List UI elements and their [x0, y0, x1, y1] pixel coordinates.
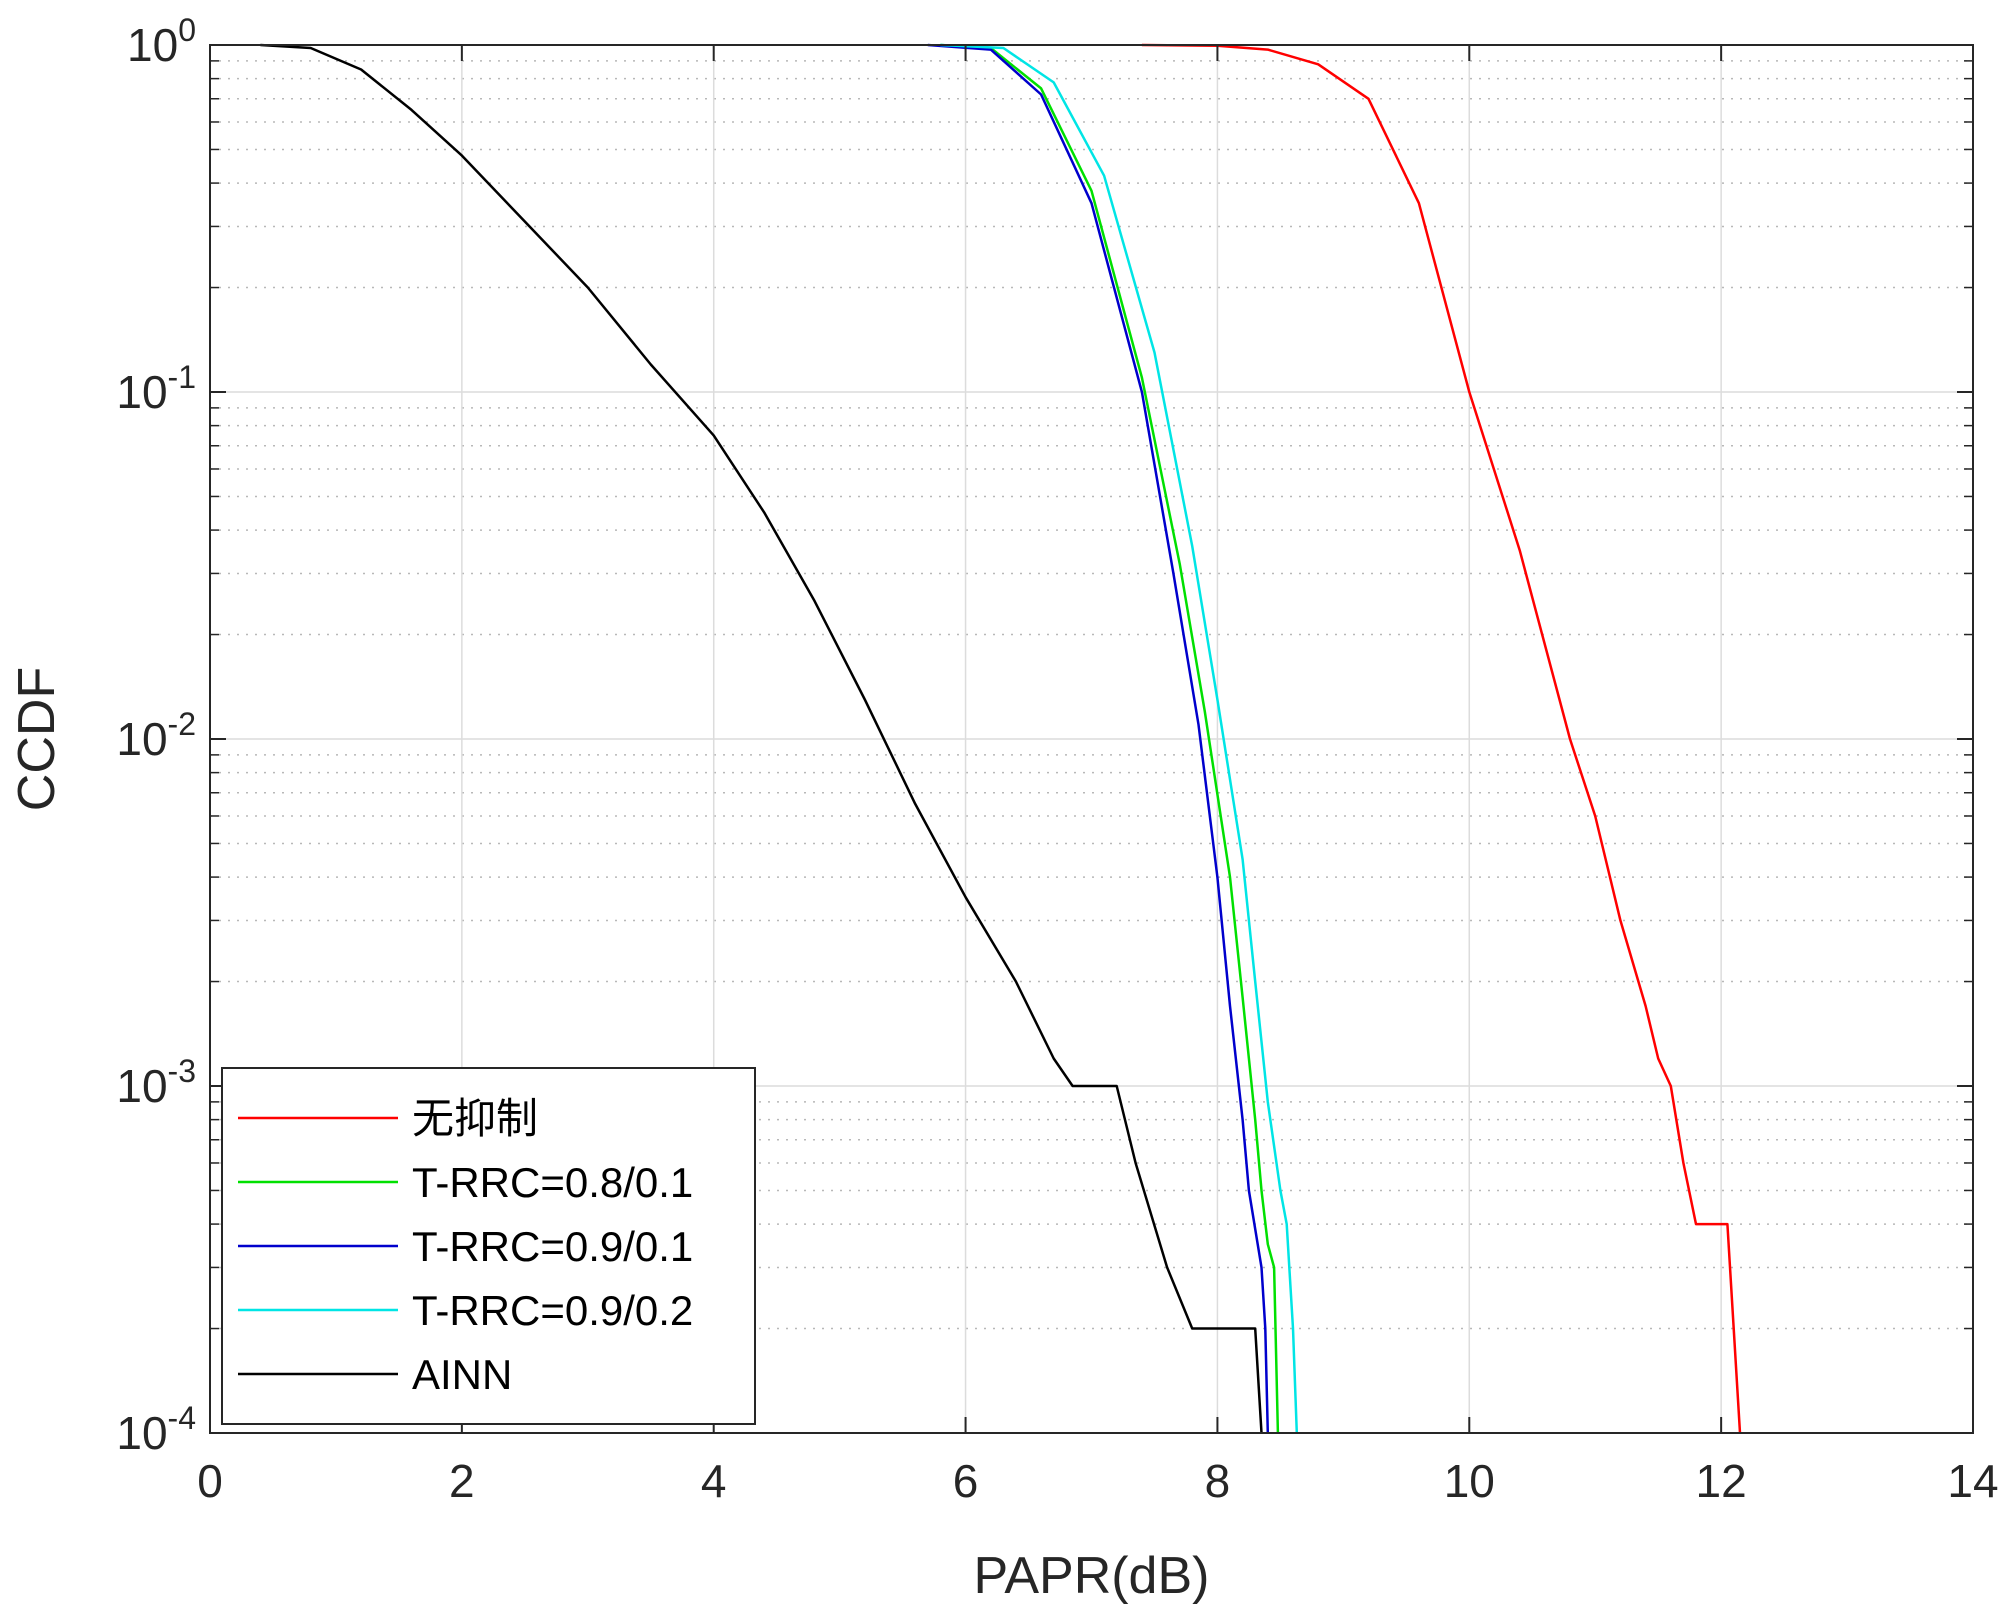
legend-label: T-RRC=0.9/0.1: [412, 1223, 693, 1270]
series-line: [940, 43, 1299, 1434]
y-tick-label: 10-4: [116, 1400, 196, 1459]
x-tick-label: 10: [1444, 1455, 1495, 1507]
legend-label: T-RRC=0.8/0.1: [412, 1159, 693, 1206]
x-tick-label: 0: [197, 1455, 223, 1507]
x-tick-label: 12: [1696, 1455, 1747, 1507]
series-line: [1141, 43, 1742, 1434]
axis-ticks: [209, 44, 1974, 1434]
y-tick-labels: 100 10-1 10-2 10-3 10-4: [116, 12, 196, 1459]
y-axis-title: CCDF: [8, 667, 66, 811]
x-tick-label: 6: [953, 1455, 979, 1507]
legend-label: 无抑制: [412, 1095, 538, 1142]
y-tick-label: 100: [127, 12, 196, 71]
y-tick-label: 10-3: [116, 1053, 196, 1112]
series-line: [940, 43, 1280, 1434]
x-tick-label: 2: [449, 1455, 475, 1507]
series-layer: [260, 43, 1742, 1434]
legend-label: AINN: [412, 1351, 512, 1398]
y-tick-label: 10-2: [116, 706, 196, 765]
legend: 无抑制 T-RRC=0.8/0.1 T-RRC=0.9/0.1 T-RRC=0.9/0…: [221, 1067, 756, 1425]
series-line: [260, 43, 1263, 1434]
x-axis-title: PAPR(dB): [974, 1547, 1210, 1605]
x-tick-label: 4: [701, 1455, 727, 1507]
y-tick-label: 10-1: [116, 359, 196, 418]
x-tick-label: 14: [1947, 1455, 1998, 1507]
series-line: [927, 43, 1270, 1434]
x-tick-label: 8: [1205, 1455, 1231, 1507]
legend-label: T-RRC=0.9/0.2: [412, 1287, 693, 1334]
x-tick-labels: 0 2 4 6 8 10 12 14: [197, 1455, 1998, 1507]
